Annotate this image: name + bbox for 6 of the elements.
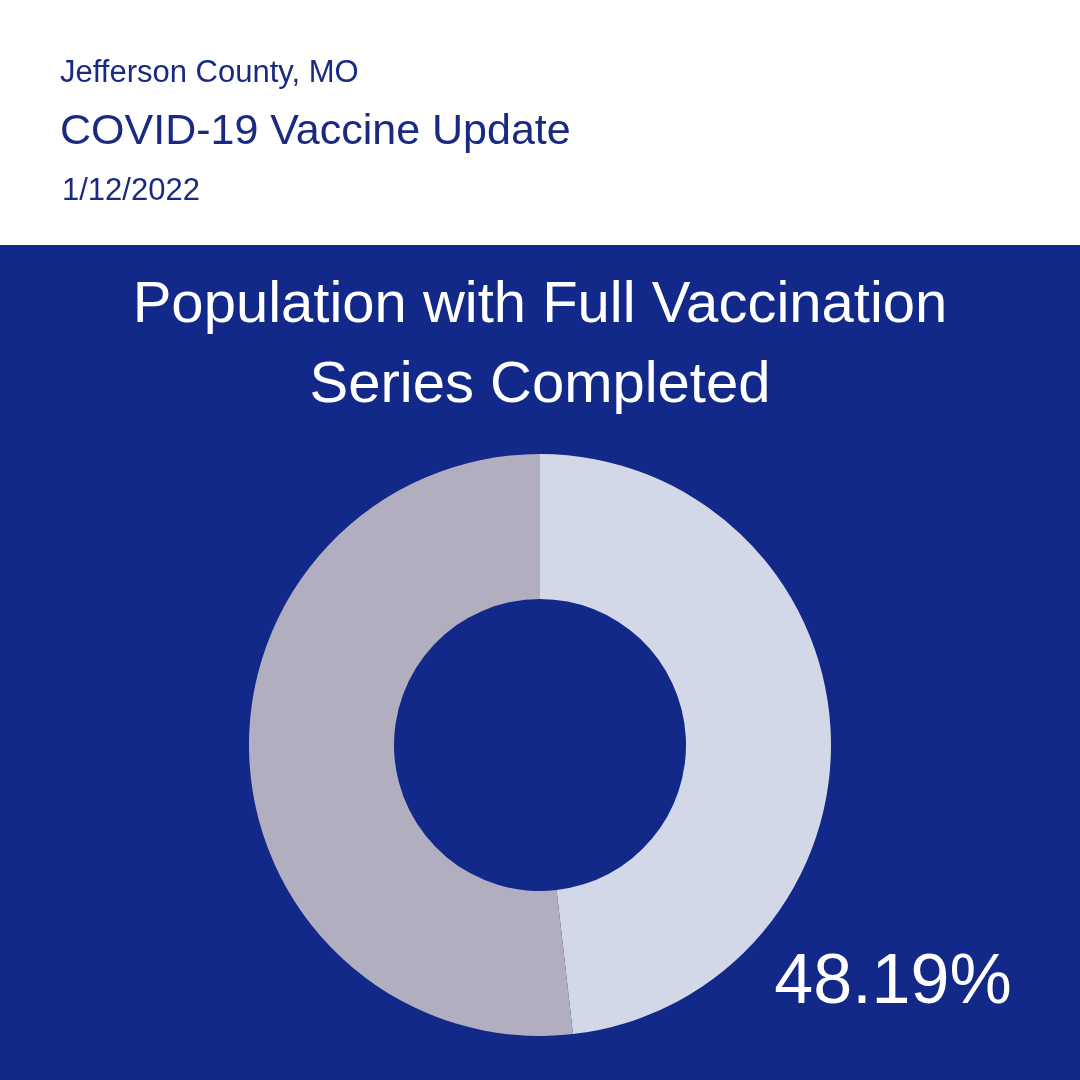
chart-subtitle: COVID-19 Vaccine Update	[60, 105, 571, 153]
donut-slice	[249, 454, 574, 1036]
chart-title: Population with Full Vaccination Series Completed	[132, 269, 948, 414]
text: Jefferson County, MO	[60, 54, 359, 89]
data-label: 48.19%	[774, 939, 1012, 1018]
text: 1/12/2022	[62, 172, 200, 207]
